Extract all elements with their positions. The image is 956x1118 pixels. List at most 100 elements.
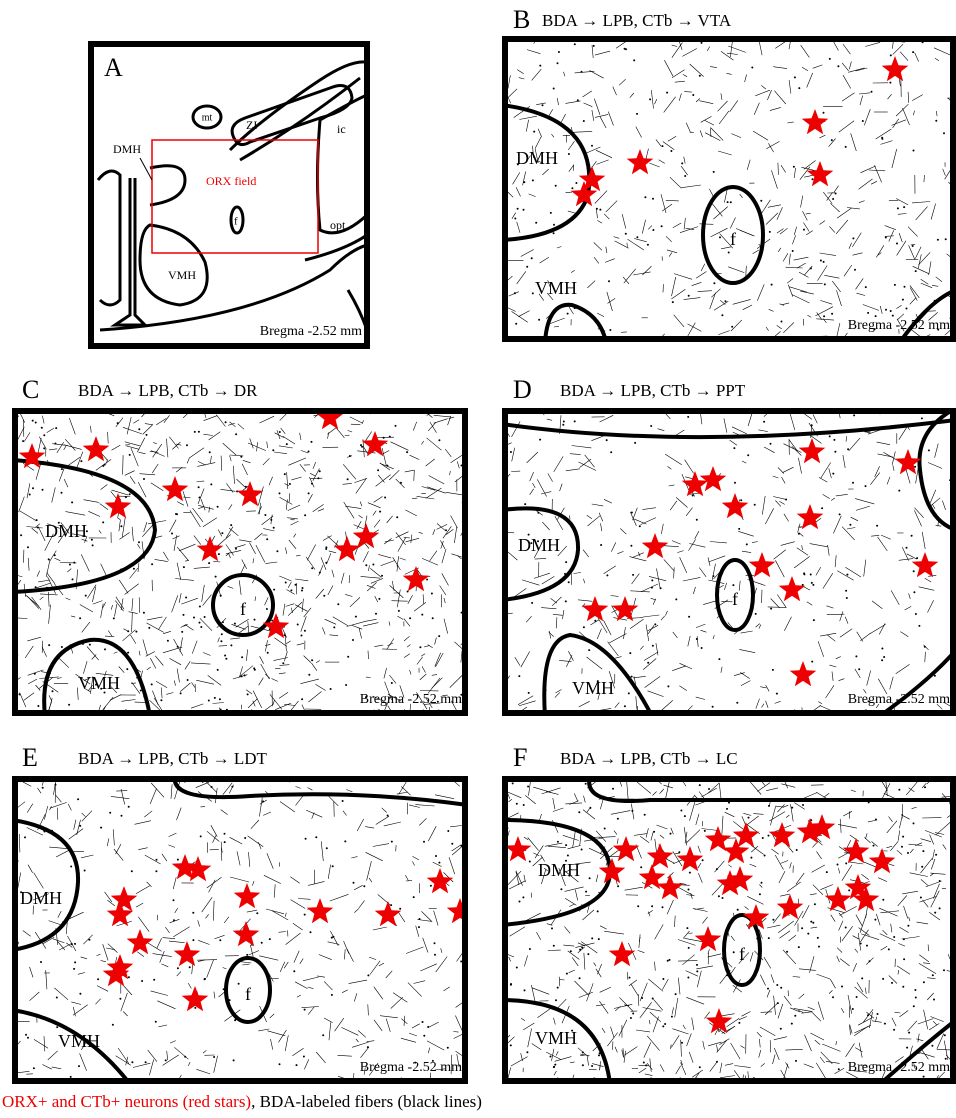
fiber xyxy=(799,969,816,971)
fiber xyxy=(308,987,314,989)
dot xyxy=(873,845,875,847)
dot xyxy=(845,862,847,864)
dot xyxy=(85,595,87,597)
dot xyxy=(330,688,332,690)
fiber xyxy=(849,61,851,69)
dot xyxy=(786,951,788,953)
fiber xyxy=(507,954,514,957)
fiber xyxy=(180,683,190,692)
dot xyxy=(102,465,104,467)
dot xyxy=(933,999,935,1001)
fiber xyxy=(335,1018,344,1031)
dot xyxy=(445,529,447,531)
fiber xyxy=(789,41,791,49)
fiber xyxy=(664,559,675,571)
fiber xyxy=(848,68,864,72)
fiber xyxy=(605,259,615,263)
fiber xyxy=(750,864,757,867)
fiber xyxy=(346,790,352,792)
fiber xyxy=(555,692,560,697)
fiber xyxy=(423,594,424,603)
dot xyxy=(862,120,864,122)
fiber xyxy=(138,563,139,572)
fiber xyxy=(343,464,356,479)
fiber xyxy=(640,646,643,650)
fiber xyxy=(671,1044,672,1049)
dot xyxy=(846,597,848,599)
fiber xyxy=(840,611,843,621)
dot xyxy=(347,478,349,480)
region-label: f xyxy=(245,984,251,1004)
dot xyxy=(290,589,292,591)
dot xyxy=(241,675,243,677)
fiber xyxy=(685,477,693,479)
fiber xyxy=(684,218,685,229)
dot xyxy=(538,319,540,321)
dot xyxy=(912,245,914,247)
fiber xyxy=(324,981,332,990)
dot xyxy=(928,449,930,451)
dot xyxy=(165,1059,167,1061)
fiber xyxy=(815,1040,820,1045)
dot xyxy=(37,705,39,707)
fiber xyxy=(300,679,319,684)
fiber xyxy=(152,464,158,473)
fiber xyxy=(780,228,788,234)
fiber xyxy=(530,472,534,481)
fiber xyxy=(936,111,937,116)
fiber xyxy=(611,811,630,815)
dot xyxy=(342,800,344,802)
panel-title: BDA → LPB, CTb → DR xyxy=(78,381,258,400)
dot xyxy=(738,1022,740,1024)
fiber xyxy=(638,950,645,952)
dot xyxy=(398,610,400,612)
fiber xyxy=(223,968,227,969)
fiber xyxy=(861,874,868,879)
fiber xyxy=(236,619,249,627)
dot xyxy=(811,424,813,426)
dot xyxy=(73,968,75,970)
dot xyxy=(792,250,794,252)
fiber xyxy=(909,245,915,260)
fiber xyxy=(604,566,616,574)
fiber xyxy=(330,894,349,901)
dot xyxy=(810,267,812,269)
fiber xyxy=(878,878,887,882)
dot xyxy=(531,602,533,604)
fiber xyxy=(883,930,888,935)
region-label: f xyxy=(240,599,246,619)
fiber xyxy=(524,955,527,966)
fiber xyxy=(57,677,62,679)
fiber xyxy=(606,247,607,253)
dot xyxy=(558,51,560,53)
fiber xyxy=(750,952,753,961)
fiber xyxy=(583,550,589,557)
star xyxy=(609,941,636,966)
fiber xyxy=(116,1056,131,1065)
dot xyxy=(826,871,828,873)
fiber xyxy=(779,871,785,883)
fiber xyxy=(624,1051,626,1063)
dot xyxy=(832,473,834,475)
fiber xyxy=(449,417,454,419)
fiber xyxy=(778,921,794,933)
fiber xyxy=(430,551,437,561)
fiber xyxy=(871,181,877,184)
fiber xyxy=(274,638,286,647)
fiber xyxy=(674,315,684,327)
dot xyxy=(204,616,206,618)
fiber xyxy=(785,1049,802,1050)
fiber xyxy=(877,442,890,445)
dot xyxy=(311,483,313,485)
dot xyxy=(856,996,858,998)
dot xyxy=(832,198,834,200)
fiber xyxy=(881,141,893,145)
dot xyxy=(759,893,761,895)
fiber xyxy=(554,456,564,472)
fiber xyxy=(313,504,324,511)
fiber xyxy=(793,977,800,978)
dot xyxy=(884,1023,886,1025)
dot xyxy=(155,870,157,872)
dot xyxy=(791,807,793,809)
fiber xyxy=(879,908,897,916)
